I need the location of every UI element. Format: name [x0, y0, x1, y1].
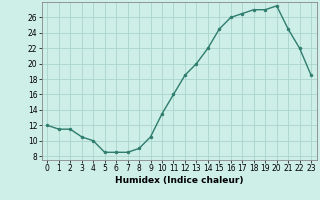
- X-axis label: Humidex (Indice chaleur): Humidex (Indice chaleur): [115, 176, 244, 185]
